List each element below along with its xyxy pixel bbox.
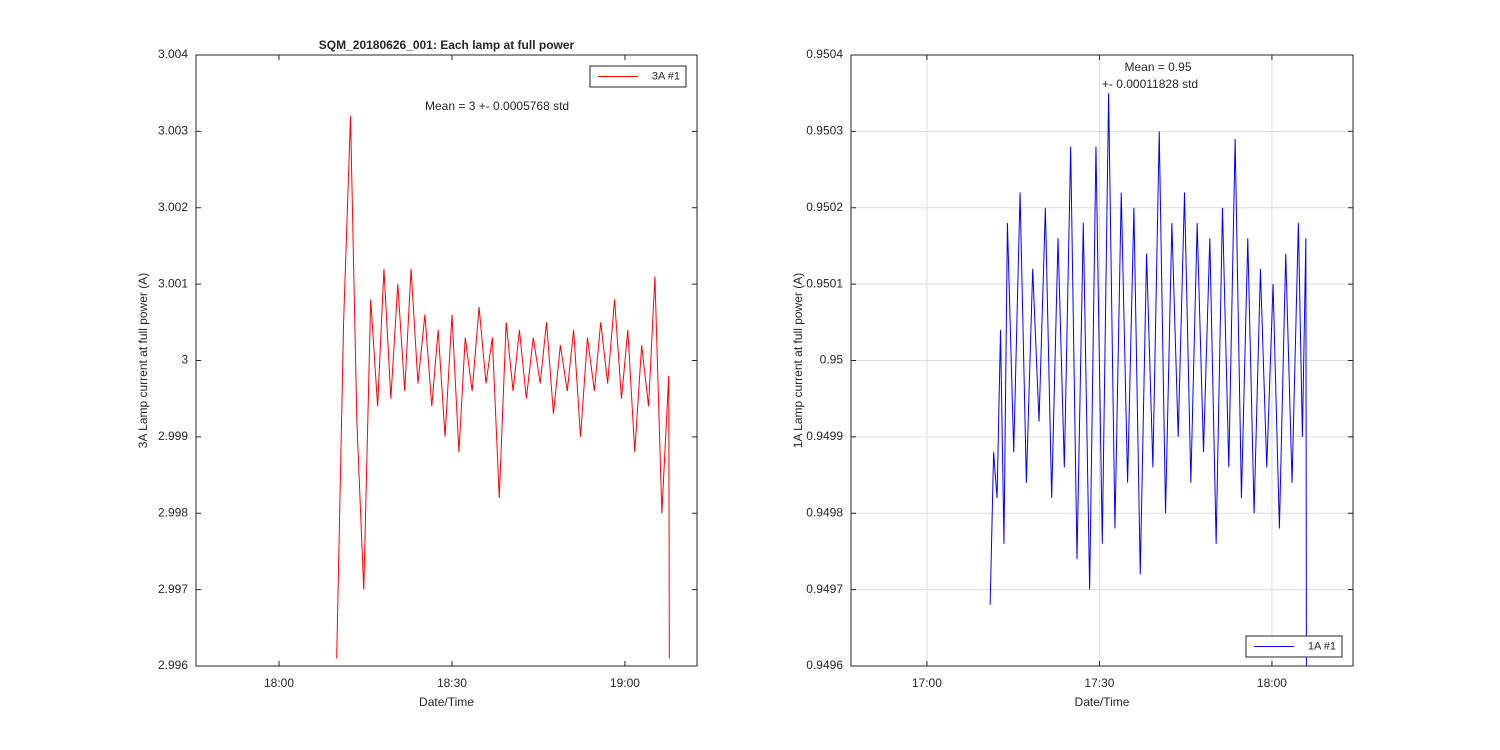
y-tick-label: 0.95 [820, 353, 844, 367]
y-tick-label: 3.003 [158, 124, 188, 138]
y-tick-label: 3.001 [158, 276, 188, 290]
y-tick-label: 0.9498 [806, 505, 843, 519]
y-tick-label: 0.9497 [806, 582, 843, 596]
y-axis-label: 3A Lamp current at full power (A) [136, 273, 150, 448]
y-tick-label: 2.997 [158, 582, 188, 596]
y-tick-label: 0.9496 [806, 658, 843, 672]
plot-area [196, 55, 697, 666]
y-tick-label: 3.002 [158, 200, 188, 214]
axes-box [850, 54, 1354, 667]
annotation: Mean = 3 +- 0.0005768 std [425, 99, 569, 113]
x-tick-label: 17:00 [912, 676, 942, 690]
y-tick-label: 3 [181, 353, 188, 367]
y-tick-label: 2.996 [158, 658, 188, 672]
axes-box [195, 54, 698, 667]
data-line [336, 116, 670, 659]
plot-lines [336, 116, 670, 659]
y-tick-label: 0.9502 [806, 200, 843, 214]
x-axis-label: Date/Time [1075, 695, 1130, 709]
y-tick-label: 0.9499 [806, 429, 843, 443]
y-tick-label: 0.9503 [806, 124, 843, 138]
annotation: Mean = 0.95 [1124, 60, 1191, 74]
x-tick-label: 19:00 [610, 676, 640, 690]
y-tick-label: 2.999 [158, 429, 188, 443]
x-axis-label: Date/Time [419, 695, 474, 709]
plot-lines [989, 93, 1307, 666]
y-tick-label: 0.9501 [806, 276, 843, 290]
chart-title: SQM_20180626_001: Each lamp at full powe… [319, 38, 575, 52]
legend-label: 3A #1 [652, 70, 680, 82]
y-tick-label: 2.998 [158, 505, 188, 519]
legend-label: 1A #1 [1308, 640, 1336, 652]
data-line [989, 93, 1307, 666]
y-tick-label: 3.004 [158, 47, 188, 61]
y-tick-label: 0.9504 [806, 47, 843, 61]
annotation: +- 0.00011828 std [1102, 77, 1198, 91]
x-tick-label: 17:30 [1084, 676, 1114, 690]
x-tick-label: 18:00 [1257, 676, 1287, 690]
y-axis-label: 1A Lamp current at full power (A) [791, 273, 805, 448]
x-tick-label: 18:00 [264, 676, 294, 690]
x-tick-label: 18:30 [437, 676, 467, 690]
